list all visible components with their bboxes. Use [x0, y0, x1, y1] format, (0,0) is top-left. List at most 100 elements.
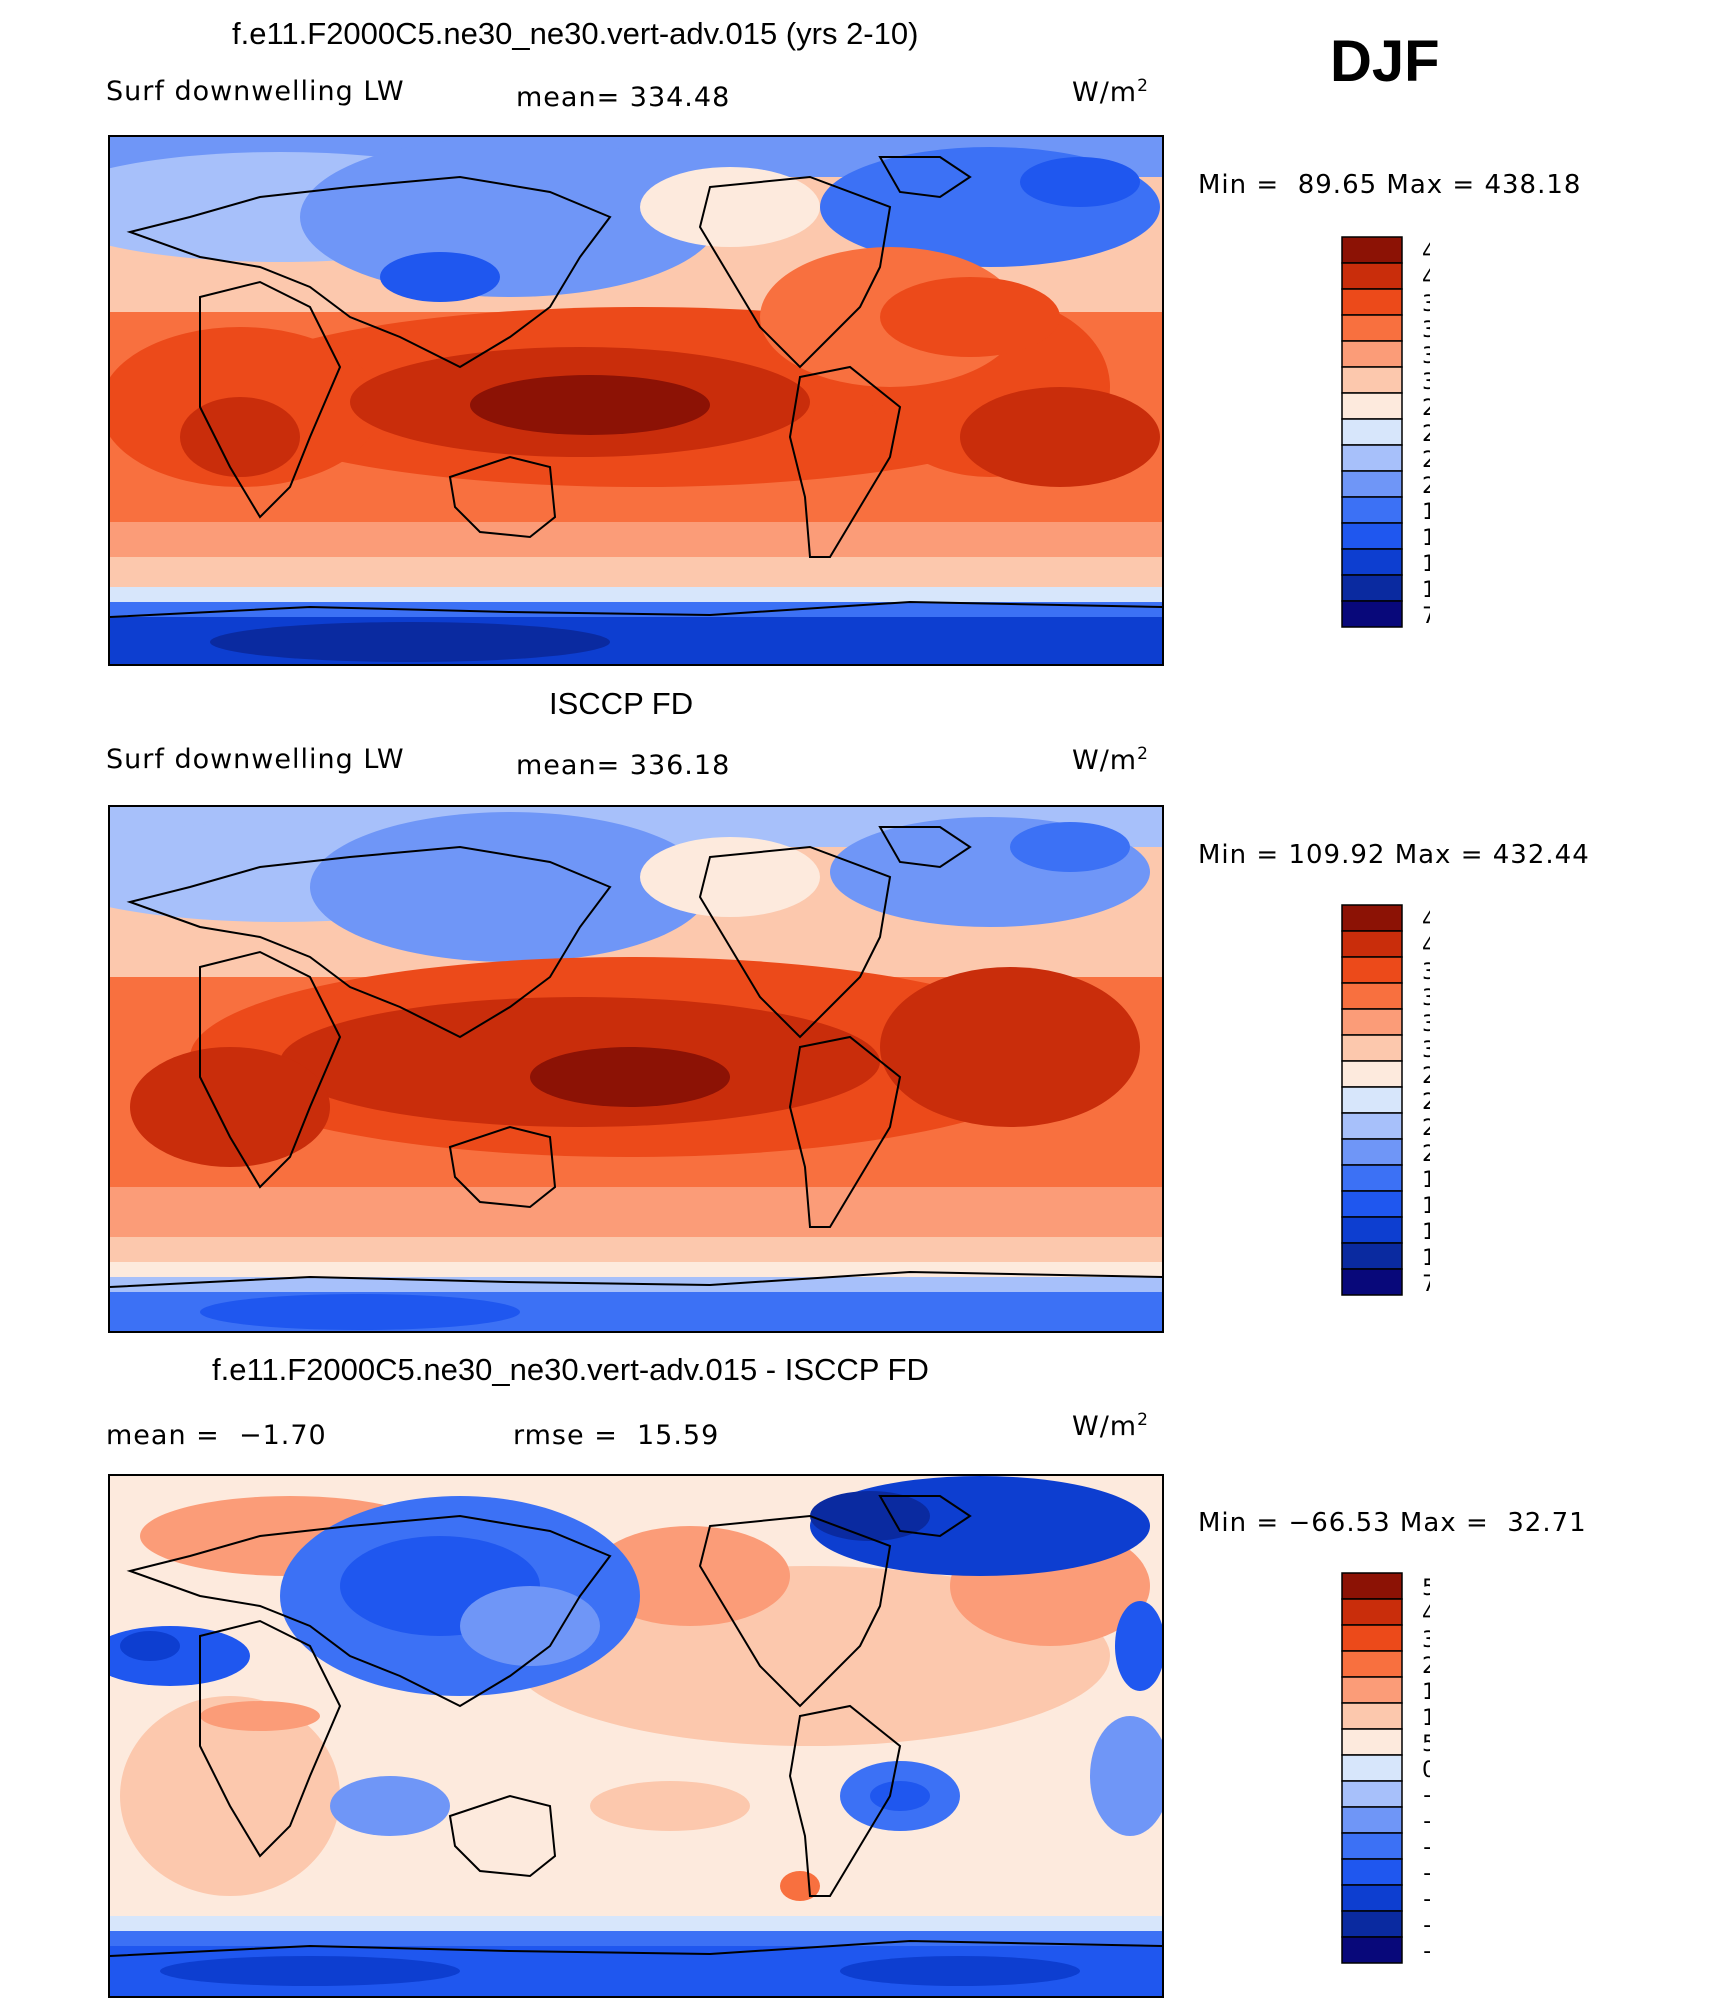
colorbar-label: 150: [1422, 1194, 1430, 1219]
colorbar-swatch: [1341, 930, 1403, 958]
colorbar-label: 425: [1422, 240, 1430, 265]
colorbar-label: −50: [1422, 1940, 1430, 1965]
colorbar-swatch: [1341, 1858, 1403, 1886]
colorbar-swatch: [1341, 1164, 1403, 1192]
colorbar-swatch: [1341, 1650, 1403, 1678]
colorbar-label: 325: [1422, 1012, 1430, 1037]
colorbar-swatch: [1341, 288, 1403, 316]
panel-3-colorbar: 50403020151050−5−10−15−20−30−40−50: [1341, 1572, 1430, 1965]
colorbar-label: 275: [1422, 1064, 1430, 1089]
panel-1-variable-label: Surf downwelling LW: [106, 76, 405, 107]
colorbar-swatch: [1341, 1268, 1403, 1296]
panel-1-mean-label: mean= 334.48: [516, 82, 731, 113]
colorbar-label: 20: [1422, 1654, 1430, 1679]
colorbar-swatch: [1341, 1728, 1403, 1756]
colorbar-label: 175: [1422, 500, 1430, 525]
colorbar-label: 400: [1422, 934, 1430, 959]
colorbar-swatch: [1341, 1780, 1403, 1808]
panel-2-mean-label: mean= 336.18: [516, 750, 731, 781]
colorbar-label: 375: [1422, 292, 1430, 317]
colorbar-swatch: [1341, 418, 1403, 446]
colorbar-label: 75: [1422, 1272, 1430, 1297]
colorbar-swatch: [1341, 1884, 1403, 1912]
colorbar-label: 375: [1422, 960, 1430, 985]
colorbar-swatch: [1341, 1138, 1403, 1166]
colorbar-label: 100: [1422, 1246, 1430, 1271]
colorbar-label: 50: [1422, 1576, 1430, 1601]
panel-2-colorbar: 4254003753503253002752502252001751501251…: [1341, 904, 1430, 1297]
colorbar-swatch: [1341, 366, 1403, 394]
panel-3-map-canvas: [110, 1476, 1162, 1996]
colorbar-swatch: [1341, 1190, 1403, 1218]
colorbar-swatch: [1341, 1624, 1403, 1652]
colorbar-label: −20: [1422, 1862, 1430, 1887]
panel-1-title: f.e11.F2000C5.ne30_ne30.vert-adv.015 (yr…: [232, 16, 919, 51]
colorbar-swatch: [1341, 1806, 1403, 1834]
colorbar-label: 0: [1422, 1758, 1430, 1783]
colorbar-label: −30: [1422, 1888, 1430, 1913]
colorbar-swatch: [1341, 262, 1403, 290]
colorbar-swatch: [1341, 236, 1403, 264]
panel-2-title: ISCCP FD: [549, 686, 694, 721]
colorbar-swatch: [1341, 956, 1403, 984]
colorbar-label: −40: [1422, 1914, 1430, 1939]
panel-1-minmax-label: Min = 89.65 Max = 438.18: [1198, 170, 1582, 200]
colorbar-label: 125: [1422, 552, 1430, 577]
panel-2-map-canvas: [110, 807, 1162, 1331]
colorbar-swatch: [1341, 982, 1403, 1010]
colorbar-swatch: [1341, 1936, 1403, 1964]
colorbar-swatch: [1341, 392, 1403, 420]
colorbar-swatch: [1341, 1832, 1403, 1860]
colorbar-label: 325: [1422, 344, 1430, 369]
colorbar-swatch: [1341, 1008, 1403, 1036]
colorbar-label: 300: [1422, 1038, 1430, 1063]
colorbar-label: 300: [1422, 370, 1430, 395]
colorbar-swatch: [1341, 522, 1403, 550]
panel-3-mean-label: mean = −1.70: [106, 1420, 327, 1451]
colorbar-label: −15: [1422, 1836, 1430, 1861]
panel-1-units-label: W/m2: [1072, 76, 1149, 108]
colorbar-swatch: [1341, 444, 1403, 472]
panel-3-map: [108, 1474, 1164, 1998]
colorbar-label: −5: [1422, 1784, 1430, 1809]
colorbar-label: 10: [1422, 1706, 1430, 1731]
panel-2-units-label: W/m2: [1072, 744, 1149, 776]
colorbar-label: 400: [1422, 266, 1430, 291]
panel-3-units-label: W/m2: [1072, 1410, 1149, 1442]
panel-1-map: [108, 135, 1164, 666]
colorbar-swatch: [1341, 1754, 1403, 1782]
colorbar-label: 30: [1422, 1628, 1430, 1653]
colorbar-label: 200: [1422, 1142, 1430, 1167]
colorbar-label: 275: [1422, 396, 1430, 421]
panel-2-minmax-label: Min = 109.92 Max = 432.44: [1198, 840, 1590, 870]
colorbar-swatch: [1341, 1910, 1403, 1938]
panel-3-minmax-label: Min = −66.53 Max = 32.71: [1198, 1508, 1587, 1538]
panel-2-map: [108, 805, 1164, 1333]
colorbar-swatch: [1341, 548, 1403, 576]
colorbar-swatch: [1341, 340, 1403, 368]
panel-1-colorbar: 4254003753503253002752502252001751501251…: [1341, 236, 1430, 629]
colorbar-label: 150: [1422, 526, 1430, 551]
colorbar-label: 5: [1422, 1732, 1430, 1757]
panel-1-map-canvas: [110, 137, 1162, 664]
colorbar-swatch: [1341, 1598, 1403, 1626]
colorbar-label: 350: [1422, 986, 1430, 1011]
colorbar-label: 40: [1422, 1602, 1430, 1627]
colorbar-label: 125: [1422, 1220, 1430, 1245]
colorbar-label: 200: [1422, 474, 1430, 499]
colorbar-swatch: [1341, 1060, 1403, 1088]
colorbar-label: 100: [1422, 578, 1430, 603]
colorbar-swatch: [1341, 600, 1403, 628]
colorbar-label: 350: [1422, 318, 1430, 343]
colorbar-swatch: [1341, 1572, 1403, 1600]
panel-2-variable-label: Surf downwelling LW: [106, 744, 405, 775]
colorbar-label: 75: [1422, 604, 1430, 629]
colorbar-swatch: [1341, 470, 1403, 498]
panel-3-title: f.e11.F2000C5.ne30_ne30.vert-adv.015 - I…: [212, 1352, 929, 1387]
panel-3-rmse-label: rmse = 15.59: [513, 1420, 720, 1451]
season-label: DJF: [1330, 29, 1440, 94]
colorbar-label: 250: [1422, 1090, 1430, 1115]
colorbar-swatch: [1341, 1034, 1403, 1062]
colorbar-swatch: [1341, 1112, 1403, 1140]
colorbar-label: 15: [1422, 1680, 1430, 1705]
